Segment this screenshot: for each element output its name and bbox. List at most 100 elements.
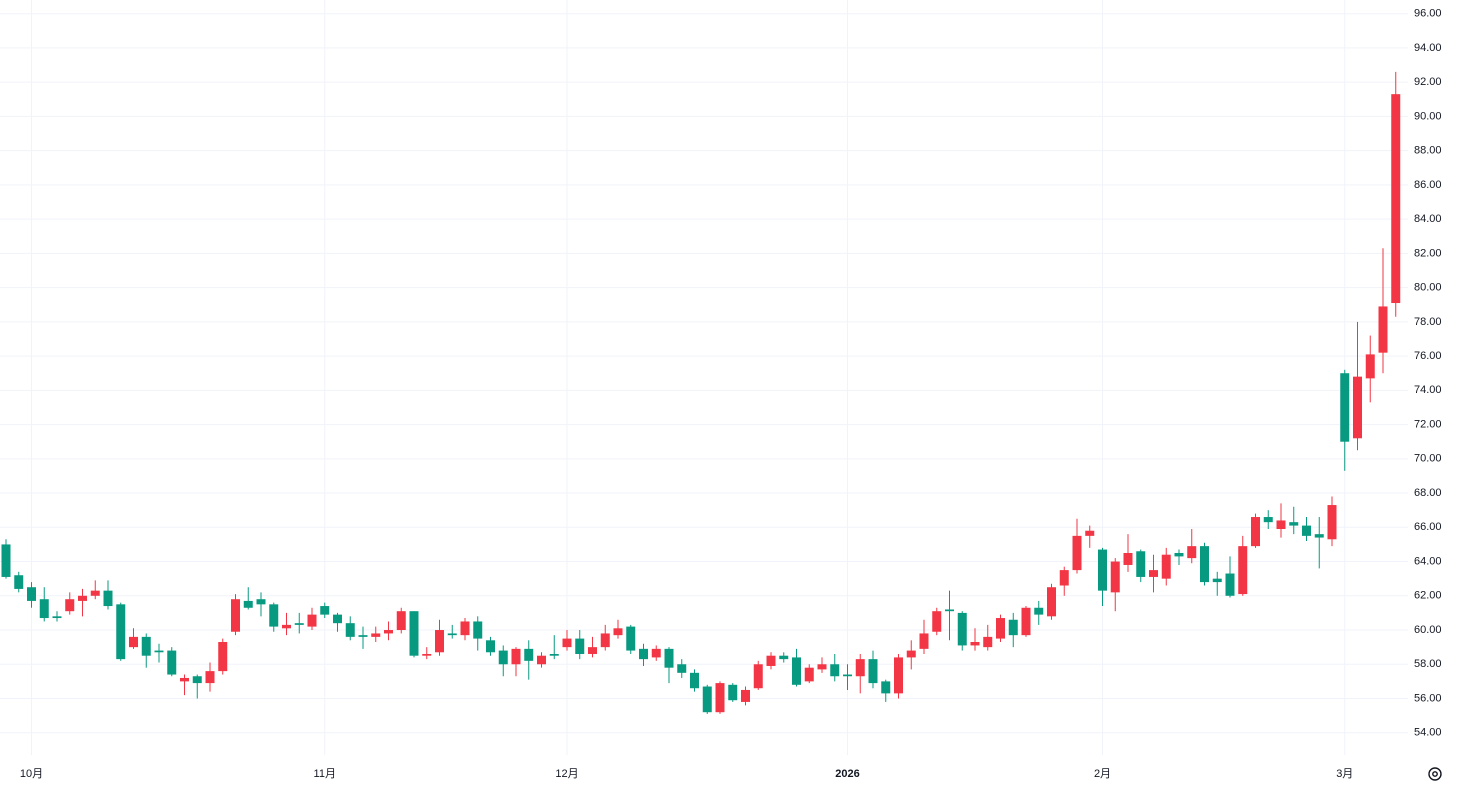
candle-body	[473, 621, 483, 639]
y-tick-label: 74.00	[1414, 384, 1442, 396]
candle-body	[1047, 587, 1056, 617]
candle-body	[600, 633, 610, 648]
candle-body	[1314, 534, 1324, 538]
candle-body	[1289, 522, 1299, 526]
y-tick-label: 76.00	[1414, 350, 1442, 362]
candle-body	[1072, 535, 1082, 571]
candle-body	[804, 667, 814, 682]
settings-hub[interactable]	[1432, 771, 1438, 777]
candle-body	[1353, 376, 1362, 439]
candle-body	[205, 671, 215, 684]
axis-labels: 54.00 56.00 58.00 60.00 62.00 64.00 66.00 68.00…	[20, 8, 1442, 780]
candle-body	[282, 624, 291, 629]
candle-body	[1110, 561, 1120, 593]
candle-body	[243, 600, 253, 608]
y-tick-label: 82.00	[1414, 247, 1442, 259]
candle-body	[741, 689, 750, 702]
candle-body	[27, 587, 36, 601]
y-tick-label: 86.00	[1414, 179, 1442, 191]
candle-body	[996, 618, 1005, 639]
candle-body	[1225, 573, 1235, 596]
candle-body	[562, 638, 572, 648]
candle-body	[1263, 517, 1273, 523]
y-tick-label: 80.00	[1414, 282, 1442, 294]
y-tick-label: 62.00	[1414, 590, 1442, 602]
candle-body	[613, 628, 623, 636]
candle-body	[218, 642, 228, 672]
candle-body	[65, 599, 75, 612]
candle-body	[78, 595, 87, 601]
candle-body	[447, 633, 457, 636]
candle-body	[511, 648, 521, 665]
candle-body	[945, 609, 954, 612]
candle-body	[1174, 552, 1184, 557]
candle-body	[664, 648, 674, 668]
y-tick-label: 70.00	[1414, 453, 1442, 465]
candle-body	[906, 650, 916, 658]
candle-body	[103, 590, 113, 607]
y-tick-label: 66.00	[1414, 521, 1442, 533]
candle-body	[345, 623, 355, 637]
x-tick-label: 10月	[20, 768, 43, 780]
candle-body	[588, 647, 597, 654]
candle-body	[1327, 505, 1337, 540]
candle-body	[14, 575, 24, 589]
candle-body	[192, 676, 202, 684]
candle-body	[792, 657, 801, 685]
candle-body	[932, 611, 942, 632]
y-tick-label: 84.00	[1414, 213, 1442, 225]
candle-body	[409, 611, 419, 656]
candle-body	[231, 599, 240, 632]
candle-body	[651, 648, 661, 658]
candle-body	[779, 655, 789, 660]
candle-body	[1123, 552, 1133, 565]
candle-body	[894, 657, 903, 694]
candle-body	[333, 614, 342, 624]
candle-body	[358, 635, 368, 637]
candle-body	[1161, 554, 1171, 579]
candle-body	[1, 544, 11, 577]
candle-body	[1021, 607, 1031, 636]
y-tick-label: 64.00	[1414, 555, 1442, 567]
candle-body	[690, 672, 699, 689]
settings-gear[interactable]	[1428, 767, 1442, 781]
candle-body	[524, 648, 534, 661]
y-tick-label: 90.00	[1414, 110, 1442, 122]
candle-body	[1378, 306, 1388, 353]
y-tick-label: 96.00	[1414, 8, 1442, 20]
candle-body	[486, 640, 495, 653]
y-tick-label: 78.00	[1414, 316, 1442, 328]
candle-body	[1212, 578, 1222, 583]
candle-body	[460, 621, 470, 636]
x-tick-label: 11月	[314, 768, 336, 780]
candle-body	[116, 604, 126, 660]
candle-body	[1059, 570, 1069, 586]
candle-body	[141, 636, 151, 656]
candle-body	[957, 612, 967, 646]
candle-body	[855, 659, 865, 677]
y-tick-label: 56.00	[1414, 692, 1442, 704]
candle-body	[537, 655, 546, 665]
candle-body	[728, 684, 738, 701]
candle-body	[396, 611, 406, 631]
x-tick-label: 2月	[1094, 768, 1111, 780]
candle-body	[881, 681, 891, 694]
candle-body	[52, 616, 62, 619]
candle-body	[1008, 619, 1018, 636]
candle-body	[766, 655, 776, 666]
candle-body	[1238, 546, 1248, 595]
candle-body	[435, 630, 444, 653]
y-tick-label: 54.00	[1414, 727, 1442, 739]
settings-icon[interactable]	[1428, 767, 1442, 781]
candle-body	[1391, 94, 1401, 304]
candle-body	[753, 664, 763, 689]
y-tick-label: 60.00	[1414, 624, 1442, 636]
candle-body	[1340, 373, 1350, 442]
candle-body	[639, 648, 648, 660]
candle-body	[677, 664, 687, 673]
candle-body	[549, 653, 559, 656]
y-tick-label: 72.00	[1414, 418, 1442, 430]
candle-body	[1085, 530, 1095, 536]
